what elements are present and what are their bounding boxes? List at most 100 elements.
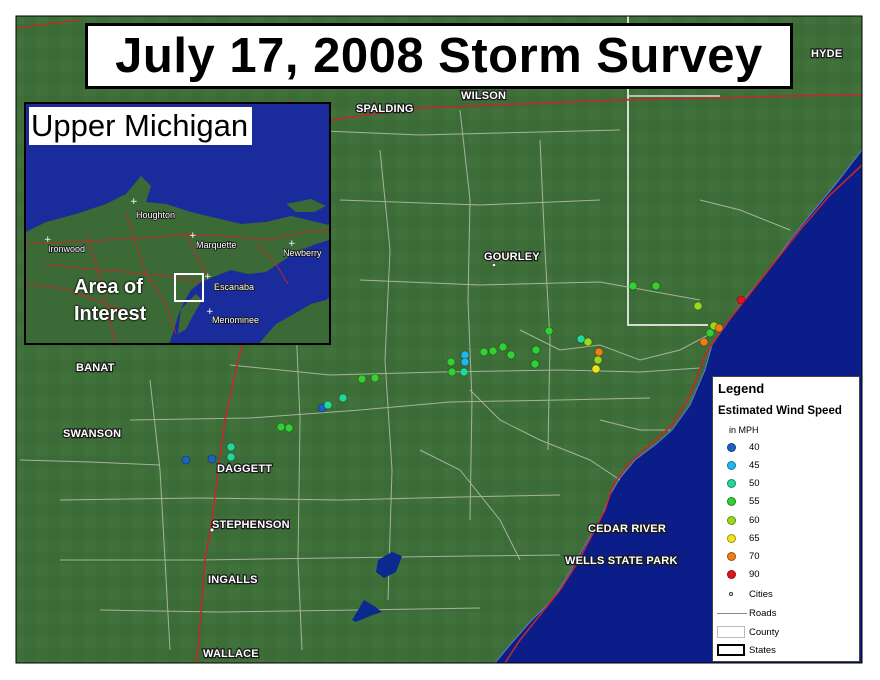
legend-row-90: 90 xyxy=(713,567,859,583)
legend-title: Legend xyxy=(718,381,765,396)
legend-county-label: County xyxy=(749,627,780,638)
legend-row-55: 55 xyxy=(713,494,859,510)
wind-report xyxy=(181,455,191,465)
city-label-daggett: DAGGETT xyxy=(217,463,272,475)
highway-coastal xyxy=(504,164,863,664)
wind-report xyxy=(693,301,703,311)
area-of-interest-label: Area of Interest xyxy=(74,274,146,328)
minor-roads xyxy=(19,109,791,651)
highway-north xyxy=(329,94,862,121)
wind-report xyxy=(530,359,540,369)
wind-report xyxy=(447,367,457,377)
legend-dot xyxy=(727,461,736,470)
city-markers xyxy=(209,262,497,533)
wind-reports xyxy=(181,281,746,465)
wind-report xyxy=(736,295,746,305)
city-label-spalding: SPALDING xyxy=(356,103,414,115)
wind-report xyxy=(226,452,236,462)
legend-label: 40 xyxy=(749,442,760,453)
legend-row-70: 70 xyxy=(713,549,859,565)
inset-peninsula xyxy=(178,294,202,334)
legend-cities-label: Cities xyxy=(749,589,773,600)
inland-lake xyxy=(376,552,402,578)
wind-report xyxy=(460,357,470,367)
legend-dot xyxy=(727,570,736,579)
legend-dot xyxy=(727,516,736,525)
wind-report xyxy=(506,350,516,360)
wind-report xyxy=(284,423,294,433)
legend-dot xyxy=(727,497,736,506)
city-label-wallace: WALLACE xyxy=(203,648,259,660)
wind-report xyxy=(276,422,286,432)
wind-report xyxy=(338,393,348,403)
legend-row-50: 50 xyxy=(713,476,859,492)
wind-report xyxy=(591,364,601,374)
legend-states-label: States xyxy=(749,645,776,656)
wind-report xyxy=(699,337,709,347)
legend-dot xyxy=(727,443,736,452)
wind-report xyxy=(705,328,715,338)
svg-text:+: + xyxy=(206,307,214,317)
wind-report xyxy=(544,326,554,336)
wind-report xyxy=(714,323,724,333)
legend-label: 50 xyxy=(749,478,760,489)
wind-report xyxy=(583,337,593,347)
legend-label: 55 xyxy=(749,496,760,507)
legend-dot xyxy=(727,552,736,561)
area-of-interest-box xyxy=(174,273,204,302)
legend: Legend Estimated Wind Speed in MPH 40 45… xyxy=(712,376,860,662)
inset-island xyxy=(286,199,326,212)
inset-city-menominee: Menominee xyxy=(212,315,259,325)
city-label-stephenson: STEPHENSON xyxy=(212,519,290,531)
city-label-ingalls: INGALLS xyxy=(208,574,258,586)
wind-report xyxy=(498,342,508,352)
legend-row-cities: Cities xyxy=(713,587,859,603)
city-label-swanson: SWANSON xyxy=(63,428,121,440)
area-of-interest-line2: Interest xyxy=(74,303,147,325)
city-label-cedar-river: CEDAR RIVER xyxy=(588,523,666,535)
county-boundary xyxy=(627,16,708,326)
inset-city-ironwood: Ironwood xyxy=(48,244,85,254)
inset-map: + + + + + + Houghton Ironwood Marquette … xyxy=(24,102,331,345)
city-symbol-icon xyxy=(729,592,733,596)
wind-report xyxy=(531,345,541,355)
legend-dot xyxy=(727,534,736,543)
wind-report xyxy=(593,355,603,365)
wind-report xyxy=(594,347,604,357)
wind-report xyxy=(651,281,661,291)
city-label-banat: BANAT xyxy=(76,362,115,374)
inset-land xyxy=(26,176,329,343)
inset-title: Upper Michigan xyxy=(29,107,253,145)
city-label-wilson: WILSON xyxy=(461,90,506,102)
inset-lower-land xyxy=(259,297,329,343)
inset-city-houghton: Houghton xyxy=(136,210,175,220)
wind-report xyxy=(357,374,367,384)
wind-report xyxy=(628,281,638,291)
svg-text:+: + xyxy=(189,231,197,241)
highway-nw xyxy=(15,19,81,29)
svg-text:+: + xyxy=(204,272,212,282)
wind-report xyxy=(576,334,586,344)
legend-label: 90 xyxy=(749,569,760,580)
legend-row-45: 45 xyxy=(713,458,859,474)
legend-label: 45 xyxy=(749,460,760,471)
legend-roads-label: Roads xyxy=(749,608,777,619)
wind-report xyxy=(323,400,333,410)
city-label-wells-state-park: WELLS STATE PARK xyxy=(565,555,678,567)
legend-subtitle: Estimated Wind Speed xyxy=(718,405,842,417)
area-of-interest-line1: Area of xyxy=(74,276,143,298)
county-symbol-icon xyxy=(717,626,745,638)
inset-city-markers: + + + + + + xyxy=(44,197,296,317)
wind-report xyxy=(370,373,380,383)
inset-city-escanaba: Escanaba xyxy=(214,282,254,292)
legend-row-states: States xyxy=(713,643,859,659)
inland-lake-2 xyxy=(352,600,382,622)
state-symbol-icon xyxy=(717,644,745,656)
legend-dot xyxy=(727,479,736,488)
svg-text:+: + xyxy=(44,235,52,245)
map-frame xyxy=(15,15,863,664)
svg-text:+: + xyxy=(288,239,296,249)
legend-units: in MPH xyxy=(729,425,759,435)
legend-row-60: 60 xyxy=(713,513,859,529)
wind-report xyxy=(226,442,236,452)
